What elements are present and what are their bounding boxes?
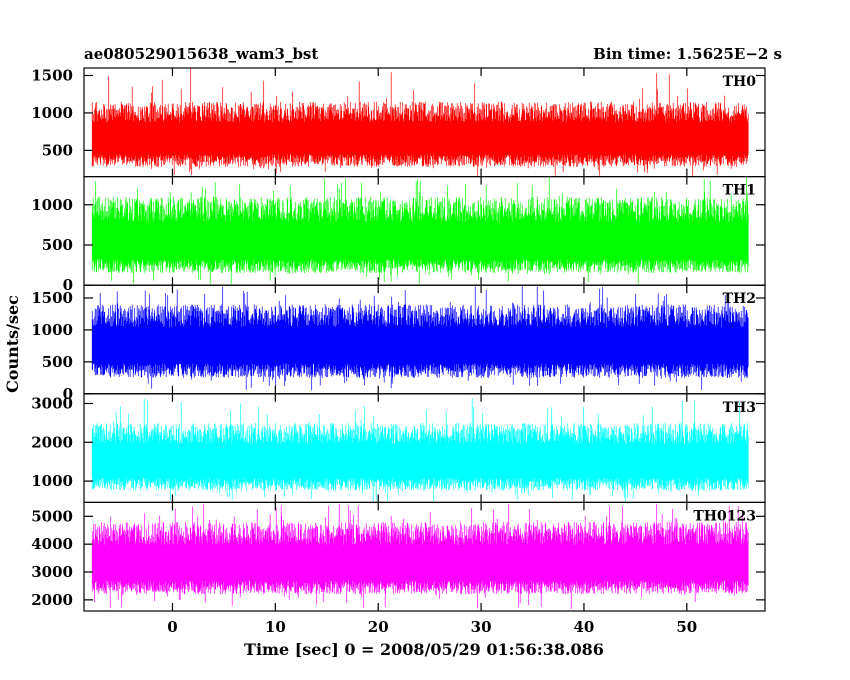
panel-th0123: 2000 3000 4000 5000 TH0123 — [31, 501, 766, 612]
y-tick-label: 2000 — [31, 591, 73, 609]
panel-label-th1: TH1 — [723, 183, 756, 199]
panel-th2: 0 500 1000 1500 TH2 — [31, 284, 766, 403]
series-th1 — [91, 176, 749, 285]
y-tick-label: 5000 — [31, 507, 73, 525]
y-tick-label: 1500 — [31, 66, 73, 84]
y-tick-label: 1500 — [31, 289, 73, 307]
y-tick-label: 500 — [42, 353, 73, 371]
x-tick-label: 0 — [167, 618, 177, 636]
y-tick-label: 500 — [42, 141, 73, 159]
series-th0123 — [91, 504, 749, 609]
y-tick-label: 1000 — [31, 196, 73, 214]
panel-label-th0123: TH0123 — [693, 508, 756, 524]
panel-th0: 500 1000 1500 TH0 — [31, 66, 766, 178]
y-tick-label: 0 — [63, 276, 73, 294]
x-tick-label: 40 — [574, 618, 595, 636]
panel-label-th0: TH0 — [723, 74, 757, 90]
series-th3 — [91, 398, 749, 502]
panel-th1: 0 500 1000 TH1 — [31, 176, 766, 294]
panel-th3: 1000 2000 3000 TH3 — [31, 393, 766, 503]
panel-label-th2: TH2 — [723, 291, 756, 307]
chart-title-right: Bin time: 1.5625E−2 s — [593, 45, 782, 63]
x-tick-label: 10 — [265, 618, 286, 636]
x-axis-label: Time [sec] 0 = 2008/05/29 01:56:38.086 — [244, 640, 604, 659]
x-tick-label: 30 — [471, 618, 492, 636]
panels-group: 500 1000 1500 TH0 0 500 1000 TH1 0 500 1000 1500 TH2… — [31, 66, 766, 612]
y-axis-label: Counts/sec — [3, 295, 22, 393]
y-tick-label: 0 — [63, 385, 73, 403]
panel-label-th3: TH3 — [723, 400, 756, 416]
x-axis: 0 10 20 30 40 50 — [167, 618, 697, 636]
y-tick-label: 500 — [42, 236, 73, 254]
y-tick-label: 1000 — [31, 472, 73, 490]
x-tick-label: 20 — [368, 618, 389, 636]
y-tick-label: 3000 — [31, 563, 73, 581]
y-tick-label: 1000 — [31, 321, 73, 339]
panel-frame — [83, 501, 766, 612]
y-tick-label: 1000 — [31, 104, 73, 122]
y-tick-label: 2000 — [31, 433, 73, 451]
y-tick-label: 3000 — [31, 394, 73, 412]
y-tick-label: 4000 — [31, 535, 73, 553]
series-th2 — [91, 285, 749, 391]
series-th0 — [91, 68, 749, 176]
chart-title-left: ae080529015638_wam3_bst — [84, 45, 318, 63]
x-tick-label: 50 — [676, 618, 697, 636]
